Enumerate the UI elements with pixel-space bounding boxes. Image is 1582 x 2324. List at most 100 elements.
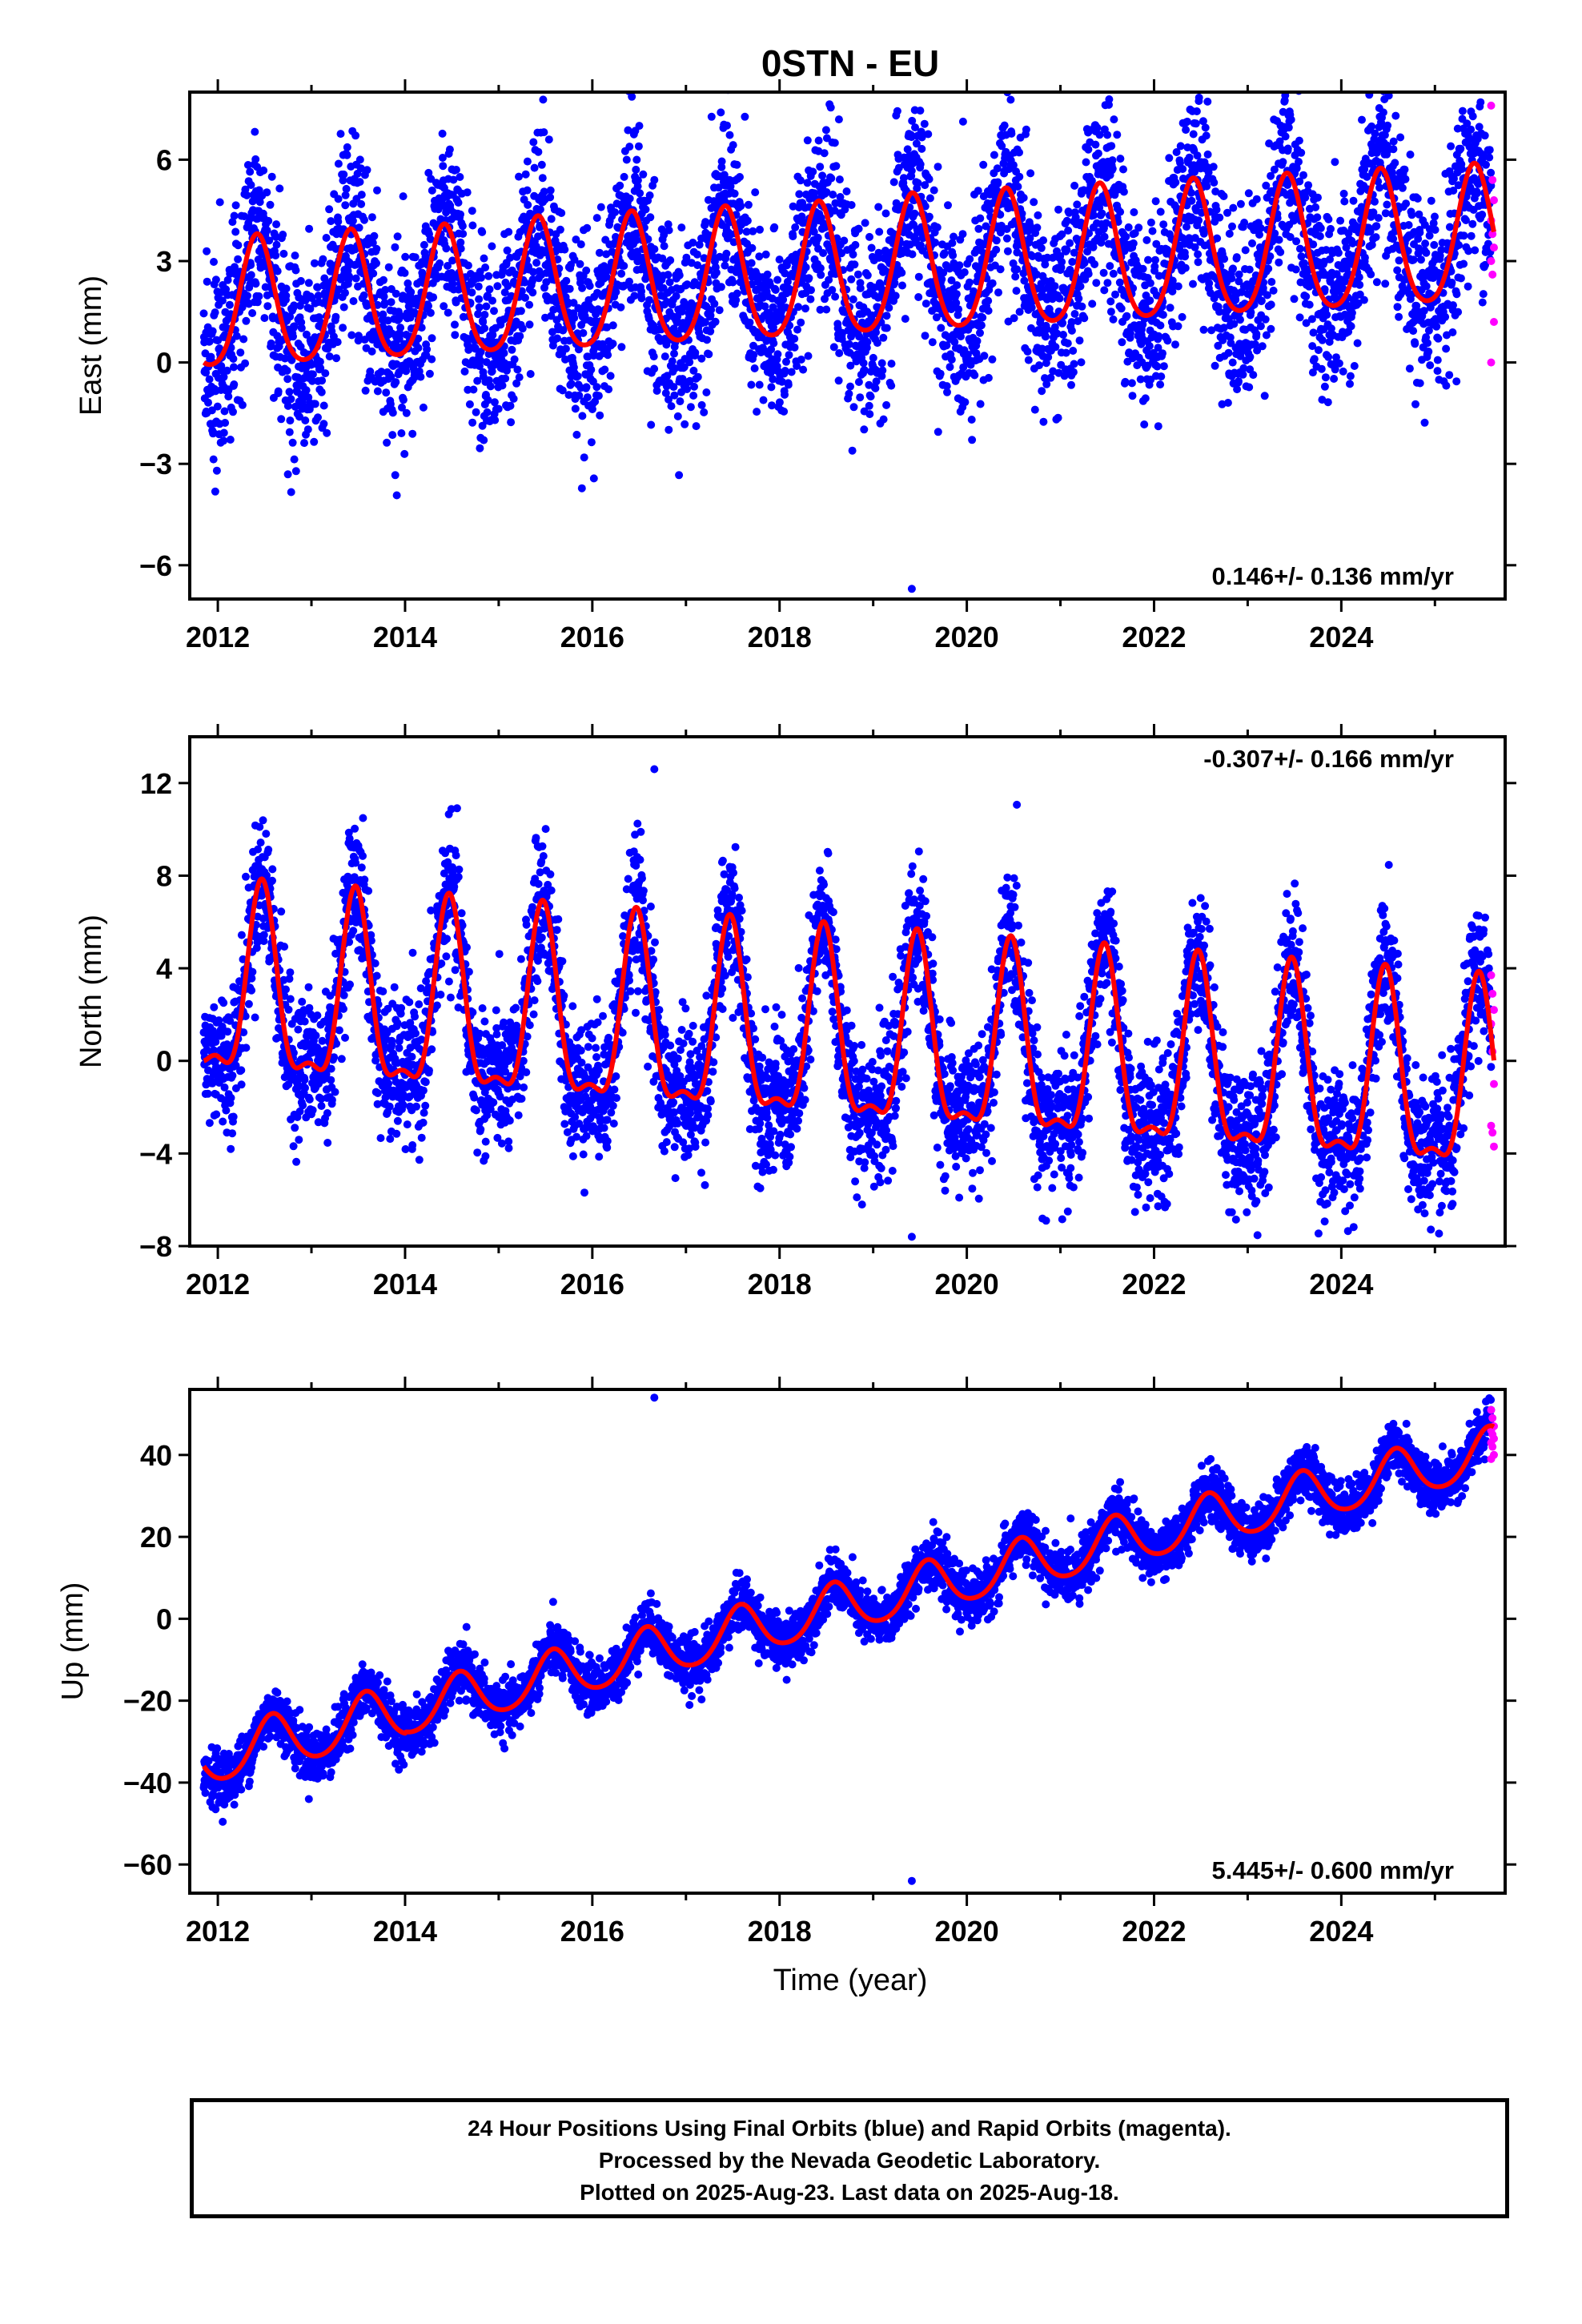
east-point-3744	[1159, 220, 1168, 229]
east-point-3548	[1109, 315, 1118, 324]
east-point-2874	[936, 369, 945, 378]
east-point-3746	[1159, 362, 1168, 371]
east-point-3134	[1002, 234, 1011, 243]
east-point-3225	[1026, 169, 1035, 178]
east-point-3435	[1080, 314, 1089, 323]
east-point-284	[272, 240, 281, 249]
east-point-3876	[1193, 151, 1202, 160]
east-point-1487	[580, 312, 589, 320]
east-point-946	[442, 244, 451, 253]
east-point-4720	[1409, 255, 1418, 264]
east-point-379	[296, 276, 305, 285]
east-point-4647	[1391, 159, 1399, 167]
east-point-3276	[1039, 417, 1048, 426]
east-point-423	[308, 376, 316, 385]
east-point-1327	[540, 128, 548, 137]
east-point-3743	[1158, 311, 1167, 320]
east-point-567	[345, 272, 354, 281]
east-point-2130	[745, 318, 754, 327]
east-point-3131	[1002, 197, 1010, 206]
east-point-553	[341, 191, 350, 199]
east-point-2323	[795, 190, 804, 199]
east-point-2773	[910, 209, 919, 218]
east-point-3233	[1028, 252, 1037, 260]
east-point-1305	[534, 147, 543, 156]
east-point-4951	[1468, 112, 1477, 121]
east-point-2430	[822, 188, 831, 196]
east-point-779	[399, 396, 408, 404]
east-point-517	[332, 354, 341, 363]
east-point-1202	[508, 345, 516, 354]
east-point-4364	[1318, 336, 1327, 344]
east-point-2587	[862, 344, 871, 352]
east-point-106	[227, 344, 235, 352]
east-point-411	[305, 224, 314, 233]
east-point-8	[202, 368, 211, 377]
east-point-189	[248, 309, 257, 317]
east-point-993	[454, 199, 463, 207]
east-point-22	[205, 375, 214, 384]
east-point-3525	[1103, 131, 1112, 139]
east-point-2602	[866, 392, 875, 401]
east-point-2498	[840, 236, 849, 245]
east-point-1660	[625, 277, 633, 286]
east-point-2483	[836, 193, 845, 201]
east-point-4025	[1231, 296, 1240, 304]
east-point-2900	[943, 388, 951, 396]
east-point-1545	[596, 411, 604, 420]
east-point-445	[314, 413, 322, 422]
east-point-118	[230, 380, 239, 388]
east-point-980	[451, 331, 460, 340]
east-point-2553	[853, 270, 862, 279]
east-point-3407	[1073, 200, 1082, 209]
east-point-2041	[723, 121, 731, 130]
east-point-1356	[547, 215, 556, 223]
east-point-1854	[675, 471, 684, 480]
east-point-4843	[1441, 312, 1450, 321]
east-point-4955	[1470, 66, 1478, 74]
east-point-3041	[979, 160, 988, 169]
east-point-335	[285, 428, 294, 436]
east-point-2149	[750, 364, 759, 372]
east-point-3917	[1203, 150, 1212, 159]
east-point-4039	[1235, 270, 1243, 279]
east-point-474	[321, 369, 330, 378]
east-point-1189	[504, 227, 513, 236]
east-point-3495	[1095, 131, 1104, 139]
east-point-3871	[1191, 119, 1200, 128]
east-point-3498	[1097, 64, 1105, 72]
east-point-2651	[879, 333, 888, 342]
east-point-3865	[1191, 167, 1199, 176]
east-point-3181	[1015, 148, 1023, 157]
east-point-4077	[1244, 189, 1253, 198]
east-point-2597	[865, 232, 873, 241]
east-point-3790	[1171, 340, 1179, 349]
east-point-4569	[1371, 129, 1379, 138]
east-point-2695	[890, 279, 899, 287]
east-point-2526	[847, 275, 856, 283]
east-point-1526	[591, 397, 600, 406]
east-point-3269	[1038, 387, 1046, 396]
east-point-3030	[976, 400, 985, 408]
east-point-3113	[998, 142, 1006, 151]
east-point-2598	[865, 410, 874, 419]
east-point-837	[414, 344, 423, 352]
east-point-1132	[490, 307, 498, 316]
east-point-469	[319, 401, 328, 410]
east-point-3916	[1203, 97, 1212, 106]
east-point-3391	[1069, 347, 1078, 355]
east-point-3691	[1146, 296, 1154, 305]
east-point-4381	[1323, 311, 1331, 320]
east-point-4386	[1323, 398, 1332, 407]
east-point-1011	[459, 230, 468, 238]
east-point-3410	[1074, 317, 1082, 325]
east-point-13	[203, 277, 211, 286]
east-point-3347	[1058, 258, 1066, 266]
east-point-4002	[1225, 229, 1234, 238]
east-point-4010	[1227, 274, 1236, 283]
east-point-1252	[520, 278, 529, 287]
east-point-4662	[1395, 312, 1403, 321]
east-point-4482	[1348, 239, 1357, 247]
east-point-4059	[1240, 219, 1249, 227]
east-point-3712	[1151, 255, 1159, 264]
